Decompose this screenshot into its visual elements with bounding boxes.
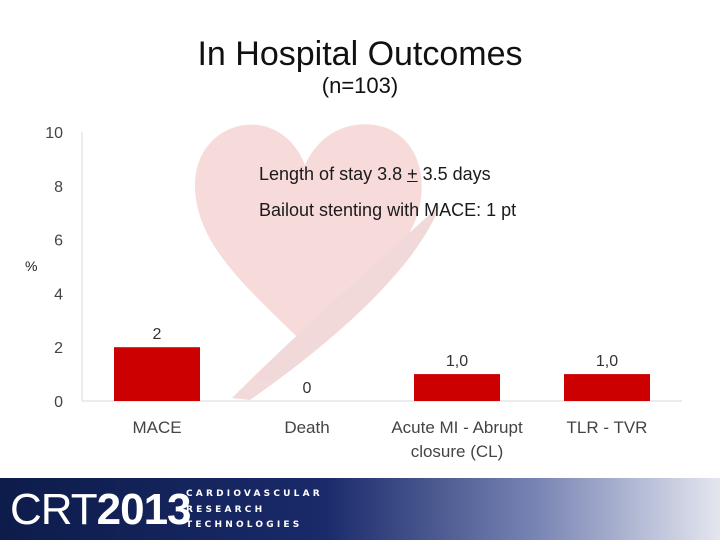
chart-subtitle: (n=103)	[321, 73, 399, 98]
bar	[414, 374, 500, 401]
logo-line-research: RESEARCH	[186, 505, 266, 515]
logo-line-cardiovascular: CARDIOVASCULAR	[186, 489, 323, 499]
x-tick-label: MACE	[132, 418, 181, 437]
footer-banner	[0, 478, 720, 540]
y-tick-label: 8	[54, 179, 63, 196]
bar-chart: 0 2 4 6 8 10 2 MACE 0 Death 1,0 Acute MI - Abrupt c…	[45, 124, 682, 461]
y-tick-label: 2	[54, 340, 63, 357]
y-tick-label: 0	[54, 394, 63, 411]
annotation-bailout-stenting: Bailout stenting with MACE: 1 pt	[259, 200, 517, 220]
heart-watermark-icon	[195, 124, 440, 400]
data-label: 1,0	[596, 353, 618, 370]
bar	[114, 347, 200, 401]
data-label: 2	[153, 326, 162, 343]
x-tick-label: TLR - TVR	[567, 418, 648, 437]
y-tick-label: 10	[45, 125, 63, 142]
data-label: 0	[303, 380, 312, 397]
y-axis-label: %	[25, 258, 38, 274]
x-tick-label: Death	[284, 418, 329, 437]
crt-logo: CRT2013	[10, 485, 192, 534]
y-tick-label: 6	[54, 233, 63, 250]
annotation-length-of-stay: Length of stay 3.8 + 3.5 days	[259, 164, 491, 184]
logo-line-technologies: TECHNOLOGIES	[186, 520, 303, 530]
x-tick-label: Acute MI - Abrupt closure (CL)	[391, 418, 523, 461]
bar	[564, 374, 650, 401]
chart-title: In Hospital Outcomes	[197, 35, 523, 73]
data-label: 1,0	[446, 353, 468, 370]
y-tick-label: 4	[54, 286, 63, 303]
